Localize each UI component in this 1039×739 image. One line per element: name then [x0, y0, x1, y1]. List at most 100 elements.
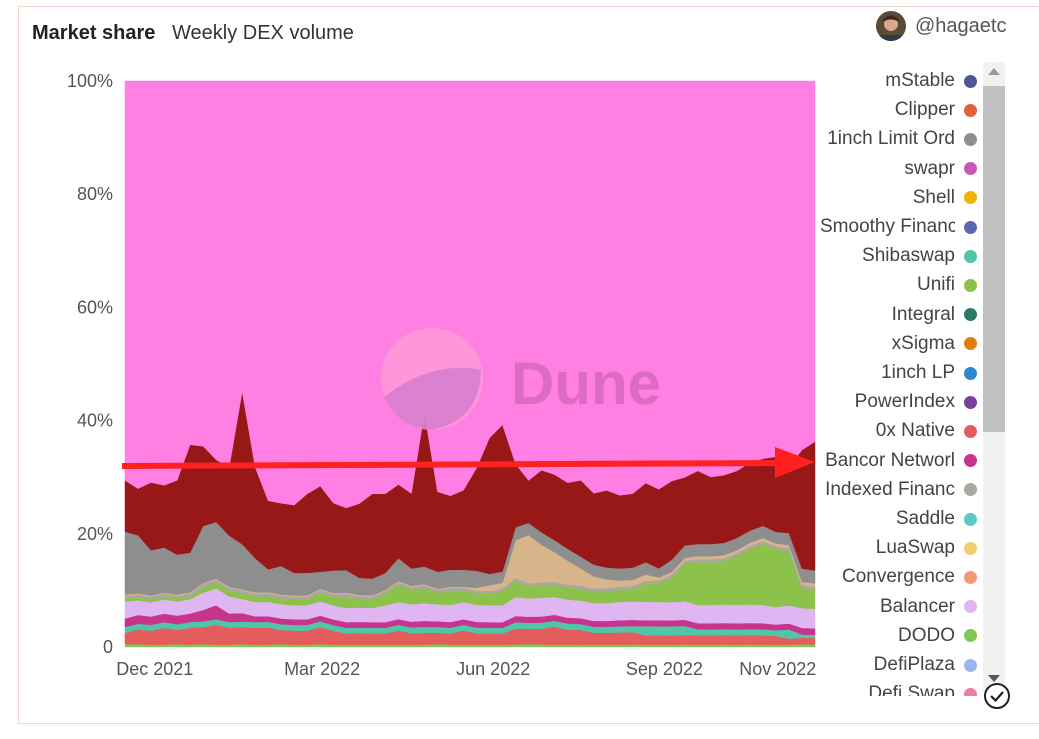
legend-item[interactable]: Balancer — [880, 595, 977, 619]
y-axis: 0 20% 40% 60% 80% 100% — [67, 71, 113, 657]
legend-label: xSigma — [891, 332, 955, 354]
legend-label: LuaSwap — [875, 537, 955, 559]
y-tick-label: 100% — [67, 71, 113, 91]
legend-dot-icon — [964, 191, 977, 205]
legend-item[interactable]: Defi Swap — [868, 682, 977, 696]
legend-item[interactable]: swapr — [904, 157, 977, 181]
y-tick-label: 60% — [77, 297, 113, 317]
check-circle-icon[interactable] — [983, 682, 1011, 715]
legend-dot-icon — [964, 132, 977, 146]
legend-label: DefiPlaza — [873, 654, 955, 675]
legend-label: DODO — [898, 624, 955, 646]
legend-item[interactable]: LuaSwap — [876, 536, 977, 560]
watermark-text: Dune — [511, 350, 661, 417]
username[interactable]: @hagaetc — [915, 14, 1007, 37]
legend-label: 0x Native — [875, 420, 955, 442]
legend-label: Bancor Networl — [825, 449, 955, 471]
legend-item[interactable]: Indexed Financ — [825, 478, 977, 502]
legend-dot-icon — [964, 220, 977, 234]
legend-dot-icon — [964, 278, 977, 292]
trend-arrow-line — [121, 460, 781, 469]
trend-arrow-head — [775, 447, 815, 478]
legend-scrollbar[interactable] — [983, 62, 1005, 692]
scroll-up-arrow-icon[interactable] — [988, 68, 1000, 75]
legend-label: Indexed Financ — [825, 478, 955, 500]
legend-label: Shibaswap — [862, 245, 955, 267]
legend-label: 1inch Limit Ord — [827, 128, 955, 150]
scroll-down-arrow-icon[interactable] — [988, 675, 1000, 682]
x-tick-label: Mar 2022 — [284, 659, 360, 679]
legend-item[interactable]: mStable — [885, 69, 977, 93]
x-tick-label: Jun 2022 — [456, 659, 530, 679]
legend-dot-icon — [964, 658, 977, 672]
legend-item[interactable]: xSigma — [892, 332, 977, 356]
legend-label: Saddle — [895, 508, 955, 529]
legend-label: Unifi — [916, 274, 955, 296]
x-tick-label: Nov 2022 — [739, 659, 816, 679]
x-tick-label: Sep 2022 — [626, 659, 703, 679]
avatar-image — [876, 11, 906, 41]
legend-dot-icon — [964, 512, 977, 526]
chart-subtitle: Weekly DEX volume — [172, 22, 354, 44]
x-axis: Dec 2021 Mar 2022 Jun 2022 Sep 2022 Nov 2022 — [116, 659, 816, 679]
legend-dot-icon — [964, 337, 977, 351]
y-tick-label: 20% — [77, 524, 113, 544]
legend-item[interactable]: DefiPlaza — [874, 653, 977, 677]
legend-item[interactable]: 1inch LP — [881, 361, 977, 385]
legend-dot-icon — [964, 395, 977, 409]
legend-dot-icon — [964, 366, 977, 380]
legend-item[interactable]: Unifi — [917, 273, 977, 297]
y-tick-label: 80% — [77, 184, 113, 204]
legend-dot-icon — [964, 424, 977, 438]
legend-item[interactable]: PowerIndex — [855, 390, 977, 414]
legend-label: 1inch LP — [881, 362, 955, 383]
legend-dot-icon — [964, 74, 977, 88]
legend-label: mStable — [885, 70, 955, 91]
legend-dot-icon — [964, 541, 977, 555]
legend-dot-icon — [964, 249, 977, 263]
user-badge[interactable]: @hagaetc — [876, 11, 1006, 41]
legend-item[interactable]: Shell — [913, 186, 977, 210]
scroll-thumb[interactable] — [983, 86, 1005, 432]
legend-dot-icon — [964, 570, 977, 584]
legend-label: Clipper — [894, 99, 955, 121]
legend-item[interactable]: 0x Native — [876, 419, 977, 443]
legend-dot-icon — [964, 454, 977, 468]
legend-label: Defi Swap — [868, 683, 955, 696]
legend: mStable Clipper 1inch Limit Ord swapr Shell S… — [800, 66, 985, 696]
avatar[interactable] — [876, 11, 906, 41]
legend-label: Smoothy Financ — [820, 216, 955, 237]
legend-item[interactable]: Smoothy Financ — [820, 215, 977, 239]
legend-item[interactable]: DODO — [898, 624, 977, 648]
legend-label: Balancer — [880, 595, 955, 617]
legend-item[interactable]: Saddle — [896, 507, 977, 531]
legend-dot-icon — [964, 483, 977, 497]
watermark: Dune — [381, 328, 661, 430]
legend-label: swapr — [904, 157, 955, 179]
trend-arrow — [121, 447, 815, 478]
watermark-logo-shade — [384, 367, 481, 430]
legend-dot-icon — [964, 308, 977, 322]
legend-label: Shell — [912, 186, 955, 208]
legend-dot-icon — [964, 162, 977, 176]
x-tick-label: Dec 2021 — [116, 659, 193, 679]
legend-label: PowerIndex — [854, 391, 955, 413]
legend-label: Integral — [891, 303, 955, 325]
legend-item[interactable]: Clipper — [895, 98, 977, 122]
chart-title: Market share — [32, 22, 156, 44]
y-tick-label: 40% — [77, 411, 113, 431]
legend-dot-icon — [964, 629, 977, 643]
area-uniswap[interactable] — [124, 80, 816, 509]
legend-label: Convergence — [841, 566, 955, 588]
legend-item[interactable]: Shibaswap — [862, 244, 977, 268]
area-series — [124, 80, 816, 648]
y-tick-label: 0 — [103, 637, 113, 657]
legend-item[interactable]: 1inch Limit Ord — [827, 127, 977, 151]
legend-dot-icon — [964, 103, 977, 117]
legend-dot-icon — [964, 687, 977, 696]
legend-item[interactable]: Convergence — [842, 565, 977, 589]
legend-item[interactable]: Bancor Networl — [825, 449, 977, 473]
legend-item[interactable]: Integral — [892, 303, 977, 327]
legend-dot-icon — [964, 600, 977, 614]
